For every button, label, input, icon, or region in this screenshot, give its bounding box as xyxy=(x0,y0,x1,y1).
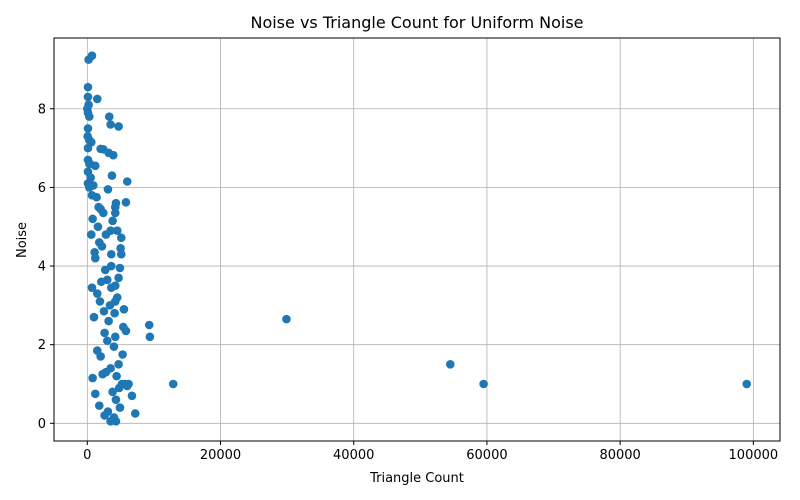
data-point xyxy=(107,171,117,180)
y-tick-label: 4 xyxy=(38,260,46,275)
data-point xyxy=(85,159,95,169)
x-axis-label: Triangle Count xyxy=(369,471,464,486)
data-point xyxy=(104,112,114,121)
data-point xyxy=(116,233,126,243)
data-point xyxy=(110,332,120,342)
data-point xyxy=(112,371,121,381)
data-point xyxy=(93,222,103,232)
data-point xyxy=(94,401,104,410)
y-axis-label: Noise xyxy=(15,222,30,258)
data-point xyxy=(83,92,93,102)
data-point xyxy=(127,391,137,401)
data-point xyxy=(99,306,109,316)
data-point xyxy=(92,192,101,202)
data-point xyxy=(88,214,97,224)
data-point xyxy=(102,336,112,346)
y-tick-label: 8 xyxy=(38,102,46,117)
data-point xyxy=(90,389,100,399)
data-point xyxy=(130,409,140,418)
data-point xyxy=(106,417,115,426)
data-point xyxy=(100,265,110,275)
y-tick-label: 0 xyxy=(38,417,46,432)
data-point xyxy=(108,150,118,160)
data-point xyxy=(92,94,102,104)
data-point xyxy=(92,346,102,355)
data-point xyxy=(100,411,109,420)
grid-layer xyxy=(54,38,780,441)
data-point xyxy=(108,216,117,226)
data-point xyxy=(108,387,117,397)
data-point xyxy=(101,230,111,239)
data-point xyxy=(87,51,97,60)
data-point xyxy=(85,112,94,121)
data-point xyxy=(111,395,121,405)
data-point xyxy=(89,312,99,322)
data-point xyxy=(83,143,93,153)
data-point xyxy=(110,208,120,218)
data-point xyxy=(86,230,96,239)
x-tick-label: 20000 xyxy=(200,448,241,463)
data-point xyxy=(121,326,131,336)
data-point xyxy=(106,283,116,292)
data-point xyxy=(83,124,93,133)
data-point xyxy=(114,122,123,131)
data-point xyxy=(98,208,108,218)
data-point xyxy=(88,181,98,190)
y-tick-label: 2 xyxy=(38,338,46,353)
y-ticks: 0 2 4 6 8 xyxy=(38,102,54,432)
data-point xyxy=(94,202,103,212)
data-point xyxy=(168,379,178,389)
data-point xyxy=(144,320,154,330)
x-tick-label: 60000 xyxy=(466,448,507,463)
data-point xyxy=(121,198,131,207)
data-point xyxy=(103,185,113,194)
x-ticks: 0 20000 40000 60000 80000 100000 xyxy=(83,441,778,463)
data-point xyxy=(145,332,155,342)
data-point xyxy=(96,277,106,287)
data-point xyxy=(112,226,122,235)
data-point xyxy=(109,342,119,351)
data-point xyxy=(105,301,115,310)
data-point xyxy=(116,249,126,259)
data-point xyxy=(100,328,109,338)
data-point xyxy=(114,360,123,369)
points-layer xyxy=(83,51,751,426)
data-point xyxy=(479,379,488,389)
plot-frame xyxy=(53,37,781,442)
data-point xyxy=(110,202,120,212)
data-point xyxy=(122,177,132,186)
data-point xyxy=(95,297,105,306)
data-point xyxy=(106,120,115,129)
data-point xyxy=(110,308,119,318)
data-point xyxy=(742,379,751,389)
data-point xyxy=(118,350,127,359)
data-point xyxy=(114,383,124,393)
x-tick-label: 0 xyxy=(83,448,91,463)
data-point xyxy=(92,289,102,298)
data-point xyxy=(119,304,129,314)
data-point xyxy=(106,249,116,259)
data-point xyxy=(282,314,291,324)
data-point xyxy=(97,242,107,251)
x-tick-label: 100000 xyxy=(729,448,779,463)
data-point xyxy=(122,381,132,391)
x-tick-label: 40000 xyxy=(333,448,374,463)
data-point xyxy=(115,403,125,412)
chart-title: Noise vs Triangle Count for Uniform Nois… xyxy=(250,13,583,32)
data-point xyxy=(87,283,97,292)
data-point xyxy=(90,247,99,257)
data-point xyxy=(98,369,107,379)
x-tick-label: 80000 xyxy=(599,448,640,463)
data-point xyxy=(446,360,455,369)
data-point xyxy=(83,82,93,92)
data-point xyxy=(114,273,123,283)
y-tick-label: 6 xyxy=(38,181,46,196)
data-point xyxy=(115,263,125,273)
data-point xyxy=(104,316,113,326)
data-point xyxy=(88,373,97,383)
